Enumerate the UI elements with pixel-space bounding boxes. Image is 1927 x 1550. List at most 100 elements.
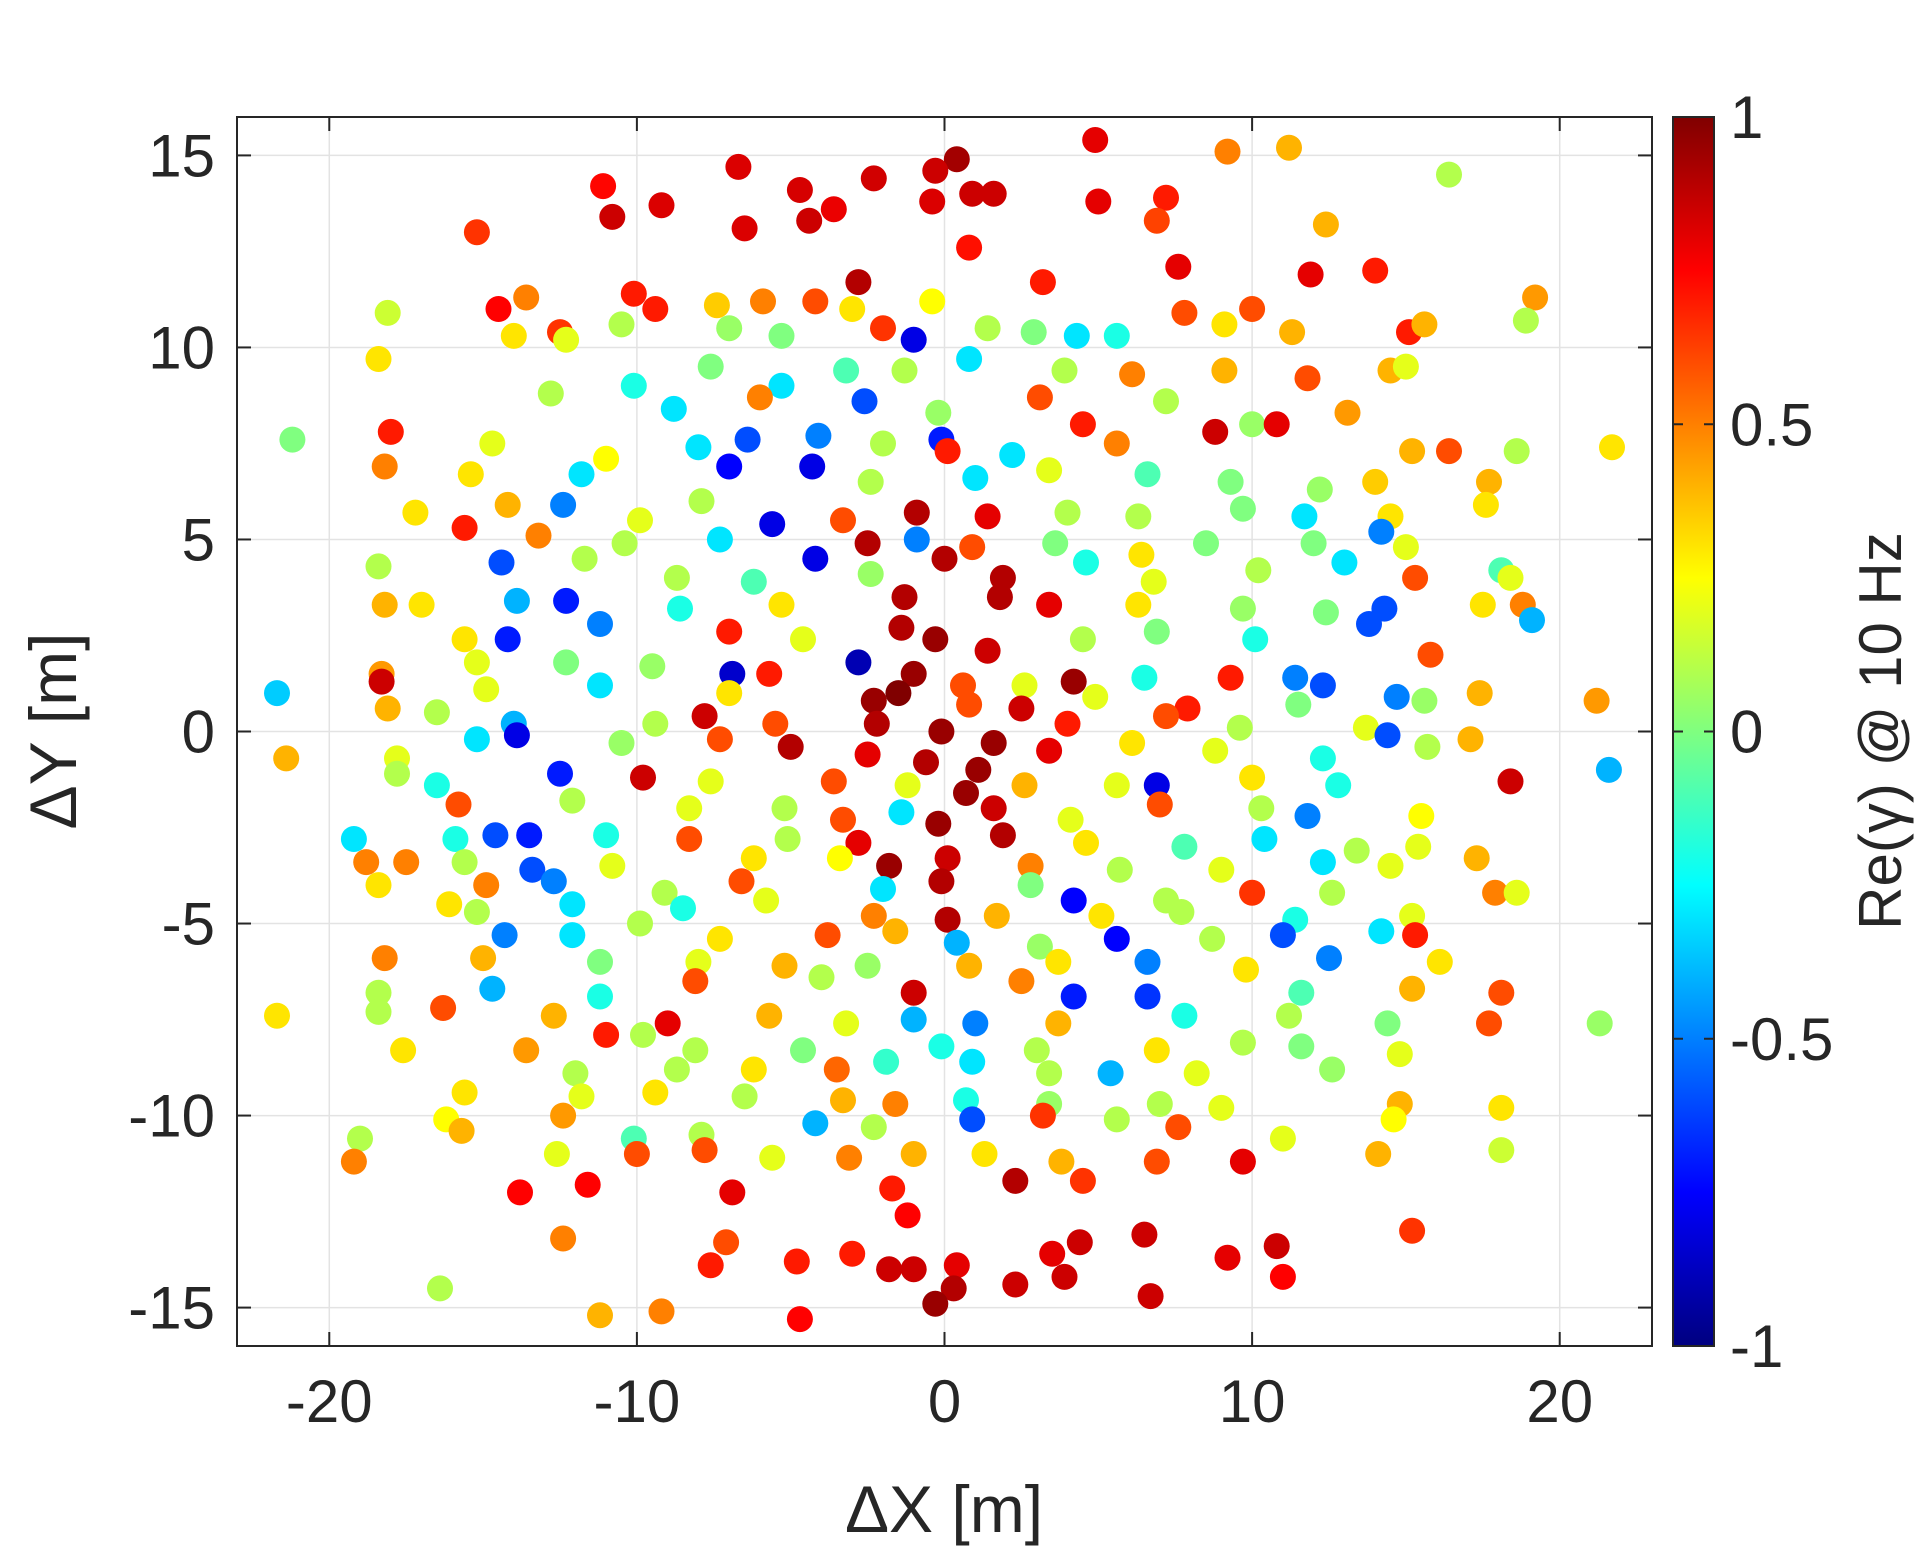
data-point <box>1239 411 1266 438</box>
data-point <box>1045 1010 1072 1037</box>
y-tick-label: -15 <box>128 1275 215 1342</box>
data-point <box>740 845 767 872</box>
data-point <box>1057 806 1084 833</box>
data-point <box>1288 979 1315 1006</box>
data-point <box>365 979 392 1006</box>
data-point <box>1103 772 1130 799</box>
data-point <box>1405 833 1432 860</box>
data-point <box>1399 438 1426 465</box>
data-point <box>648 1298 675 1325</box>
data-point <box>1002 1167 1029 1194</box>
data-point <box>547 760 573 787</box>
data-point <box>1069 626 1096 653</box>
data-point <box>839 296 866 322</box>
data-point <box>365 346 392 372</box>
data-point <box>771 952 798 979</box>
data-point <box>1362 257 1389 284</box>
y-axis-label: ΔY [m] <box>16 633 90 830</box>
colorbar-tick-label: 0 <box>1730 699 1763 766</box>
data-point <box>1143 1148 1170 1175</box>
data-point <box>485 296 512 322</box>
data-point <box>1269 1125 1296 1152</box>
data-point <box>473 872 500 899</box>
data-point <box>1048 1148 1075 1175</box>
data-point <box>1202 418 1229 445</box>
data-point <box>599 203 626 230</box>
data-point <box>925 810 952 837</box>
data-point <box>826 845 853 872</box>
data-point <box>1183 1060 1210 1087</box>
data-point <box>919 188 946 215</box>
data-point <box>423 772 450 799</box>
data-point <box>1233 956 1259 983</box>
data-point <box>962 1010 989 1037</box>
data-point <box>1045 948 1072 975</box>
data-point <box>953 780 979 806</box>
data-point <box>676 795 703 822</box>
data-point <box>900 660 927 687</box>
data-point <box>756 660 783 687</box>
data-point <box>697 1252 724 1279</box>
data-point <box>750 288 776 315</box>
data-point <box>731 215 758 242</box>
data-point <box>1312 599 1339 626</box>
data-point <box>457 461 484 488</box>
data-point <box>1245 557 1272 584</box>
data-point <box>943 929 970 956</box>
data-point <box>1599 434 1625 461</box>
data-point <box>891 584 918 611</box>
data-point <box>900 979 927 1006</box>
y-tick-label: 5 <box>182 506 215 573</box>
data-point <box>999 442 1026 468</box>
data-point <box>1026 933 1053 960</box>
data-point <box>408 591 435 618</box>
data-point <box>491 922 518 949</box>
data-point <box>654 1010 681 1037</box>
data-point <box>1312 211 1339 238</box>
data-point <box>888 614 915 641</box>
data-point <box>851 388 878 415</box>
data-point <box>1051 1263 1078 1290</box>
data-point <box>805 422 832 449</box>
data-point <box>836 1144 863 1171</box>
data-point <box>863 710 890 737</box>
data-point <box>1153 703 1179 730</box>
data-point <box>1153 388 1179 415</box>
data-point <box>719 660 746 687</box>
data-point <box>1383 683 1410 710</box>
data-point <box>876 1256 903 1283</box>
data-point <box>1519 607 1545 634</box>
data-point <box>1128 541 1155 568</box>
data-point <box>1011 772 1038 799</box>
data-point <box>1174 695 1201 722</box>
data-point <box>494 626 521 653</box>
data-point <box>482 822 509 849</box>
data-point <box>559 787 586 814</box>
data-point <box>894 772 921 799</box>
data-point <box>568 461 595 488</box>
data-point <box>870 315 896 342</box>
data-point <box>740 568 767 595</box>
data-point <box>783 1248 810 1275</box>
data-point <box>587 983 613 1010</box>
data-point <box>1029 269 1056 296</box>
data-point <box>1436 161 1462 188</box>
data-point <box>377 418 404 445</box>
data-point <box>882 1091 909 1117</box>
data-point <box>1153 184 1179 211</box>
data-point <box>648 192 675 219</box>
data-point <box>1026 384 1053 411</box>
data-point <box>1171 1002 1198 1029</box>
data-point <box>1368 918 1395 945</box>
data-point <box>983 902 1010 929</box>
data-point <box>1488 979 1515 1006</box>
data-point <box>799 453 826 480</box>
data-point <box>974 637 1001 664</box>
data-point <box>1214 1244 1241 1271</box>
data-point <box>639 653 666 680</box>
data-point <box>1306 476 1333 503</box>
data-point <box>925 399 952 426</box>
data-point <box>642 296 669 322</box>
data-point <box>1217 468 1244 495</box>
